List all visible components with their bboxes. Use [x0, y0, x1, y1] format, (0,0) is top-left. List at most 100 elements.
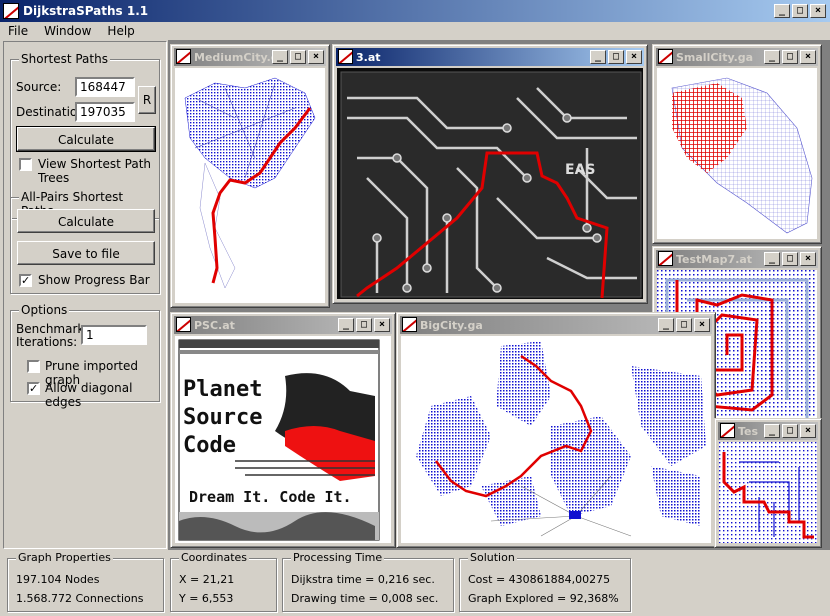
window-medium-city-title: MediumCity.ga [194, 50, 287, 64]
control-panel: Shortest Paths Source: Destination: R Ca… [3, 41, 167, 549]
calculate-button[interactable]: Calculate [16, 126, 156, 152]
app-title: DijkstraSPaths 1.1 [23, 4, 149, 18]
psc-canvas[interactable]: Planet Source Code Dream It. Code It. [175, 336, 391, 543]
map-icon [658, 251, 673, 266]
window-small-city-title: SmallCity.ga [676, 50, 754, 64]
connections-count: 1.568.772 Connections [16, 592, 144, 605]
maximize-button[interactable]: □ [782, 50, 798, 64]
coordinates-title: Coordinates [179, 551, 250, 564]
solution-title: Solution [468, 551, 517, 564]
minimize-button[interactable]: _ [590, 50, 606, 64]
app-icon [3, 3, 19, 19]
maximize-button[interactable]: □ [290, 50, 306, 64]
maximize-button[interactable]: □ [356, 318, 372, 332]
minimize-button[interactable]: _ [338, 318, 354, 332]
maximize-button[interactable]: □ [608, 50, 624, 64]
window-small-city-titlebar[interactable]: SmallCity.ga _ □ × [656, 48, 818, 66]
menu-window[interactable]: Window [44, 24, 92, 38]
shortest-paths-group: Shortest Paths Source: Destination: R Ca… [10, 52, 160, 219]
test-canvas[interactable] [719, 442, 817, 543]
window-psc-title: PSC.at [194, 318, 235, 332]
window-testmap7-titlebar[interactable]: TestMap7.at _ □ × [656, 250, 818, 268]
window-medium-city-titlebar[interactable]: MediumCity.ga _ □ × [174, 48, 326, 66]
big-city-canvas[interactable] [401, 336, 711, 543]
minimize-button[interactable]: _ [764, 252, 780, 266]
map-icon [338, 49, 353, 64]
status-coordinates: Coordinates X = 21,21 Y = 6,553 [170, 551, 277, 612]
coord-y: Y = 6,553 [179, 592, 234, 605]
window-3at[interactable]: 3.at _ □ × EAS [332, 44, 648, 304]
maximize-button[interactable]: □ [676, 318, 692, 332]
minimize-button[interactable]: _ [764, 424, 780, 438]
save-to-file-button[interactable]: Save to file [17, 241, 155, 265]
map-icon [402, 317, 417, 332]
window-test[interactable]: Test.at _□× [714, 418, 822, 548]
options-title: Options [19, 303, 70, 317]
medium-city-canvas[interactable] [175, 68, 325, 303]
all-pairs-calculate-button[interactable]: Calculate [17, 209, 155, 233]
minimize-button[interactable]: _ [764, 50, 780, 64]
maximize-button[interactable]: □ [782, 252, 798, 266]
close-button[interactable]: × [810, 4, 826, 18]
coord-x: X = 21,21 [179, 573, 235, 586]
menu-help[interactable]: Help [107, 24, 135, 38]
window-test-title: Test.at [738, 424, 758, 438]
window-3at-titlebar[interactable]: 3.at _ □ × [336, 48, 644, 66]
diagonal-checkbox[interactable]: ✓ [27, 382, 40, 395]
close-button[interactable]: × [694, 318, 710, 332]
progress-bar-label: Show Progress Bar [38, 273, 150, 287]
drawing-time: Drawing time = 0,008 sec. [291, 592, 439, 605]
dijkstra-time: Dijkstra time = 0,216 sec. [291, 573, 435, 586]
window-psc[interactable]: PSC.at _ □ × Planet Source Code Dream It. … [170, 312, 396, 548]
window-3at-title: 3.at [356, 50, 381, 64]
menu-bar: File Window Help [0, 22, 830, 40]
progress-bar-checkbox[interactable]: ✓ [19, 274, 32, 287]
psc-art-line1: Planet [183, 377, 262, 402]
benchmark-label: Benchmark Iterations: [16, 322, 85, 349]
app-titlebar[interactable]: DijkstraSPaths 1.1 _ □ × [0, 0, 830, 22]
small-city-canvas[interactable] [657, 68, 817, 239]
graph-properties-title: Graph Properties [16, 551, 113, 564]
maximize-button[interactable]: □ [782, 424, 798, 438]
destination-label: Destination: [16, 105, 89, 119]
window-testmap7-title: TestMap7.at [676, 252, 753, 266]
source-input[interactable] [75, 77, 135, 97]
close-button[interactable]: × [800, 50, 816, 64]
maximize-button[interactable]: □ [792, 4, 808, 18]
close-button[interactable]: × [308, 50, 324, 64]
map-icon [176, 49, 191, 64]
minimize-button[interactable]: _ [774, 4, 790, 18]
prune-label: Prune imported graph [45, 359, 138, 387]
map-icon [720, 423, 735, 438]
close-button[interactable]: × [800, 424, 816, 438]
shortest-paths-title: Shortest Paths [19, 52, 110, 66]
psc-art-line3: Code [183, 433, 236, 458]
destination-input[interactable] [75, 102, 135, 122]
minimize-button[interactable]: _ [272, 50, 288, 64]
circuit-canvas[interactable]: EAS [337, 68, 643, 299]
window-big-city-titlebar[interactable]: BigCity.ga _ □ × [400, 316, 712, 334]
window-big-city-title: BigCity.ga [420, 318, 483, 332]
view-trees-checkbox[interactable] [19, 158, 32, 171]
close-button[interactable]: × [800, 252, 816, 266]
window-medium-city[interactable]: MediumCity.ga _ □ × [170, 44, 330, 308]
prune-checkbox[interactable] [27, 360, 40, 373]
window-test-titlebar[interactable]: Test.at _□× [718, 422, 818, 440]
nodes-count: 197.104 Nodes [16, 573, 100, 586]
reset-button[interactable]: R [138, 86, 156, 114]
close-button[interactable]: × [626, 50, 642, 64]
close-button[interactable]: × [374, 318, 390, 332]
map-icon [658, 49, 673, 64]
window-small-city[interactable]: SmallCity.ga _ □ × [652, 44, 822, 244]
window-psc-titlebar[interactable]: PSC.at _ □ × [174, 316, 392, 334]
minimize-button[interactable]: _ [658, 318, 674, 332]
source-label: Source: [16, 80, 62, 94]
window-big-city[interactable]: BigCity.ga _ □ × [396, 312, 716, 548]
menu-file[interactable]: File [8, 24, 29, 38]
diagonal-label: Allow diagonal edges [45, 381, 133, 409]
status-graph-properties: Graph Properties 197.104 Nodes 1.568.772… [7, 551, 164, 612]
psc-art-tagline: Dream It. Code It. [189, 488, 352, 506]
processing-time-title: Processing Time [291, 551, 385, 564]
benchmark-input[interactable] [81, 325, 147, 345]
